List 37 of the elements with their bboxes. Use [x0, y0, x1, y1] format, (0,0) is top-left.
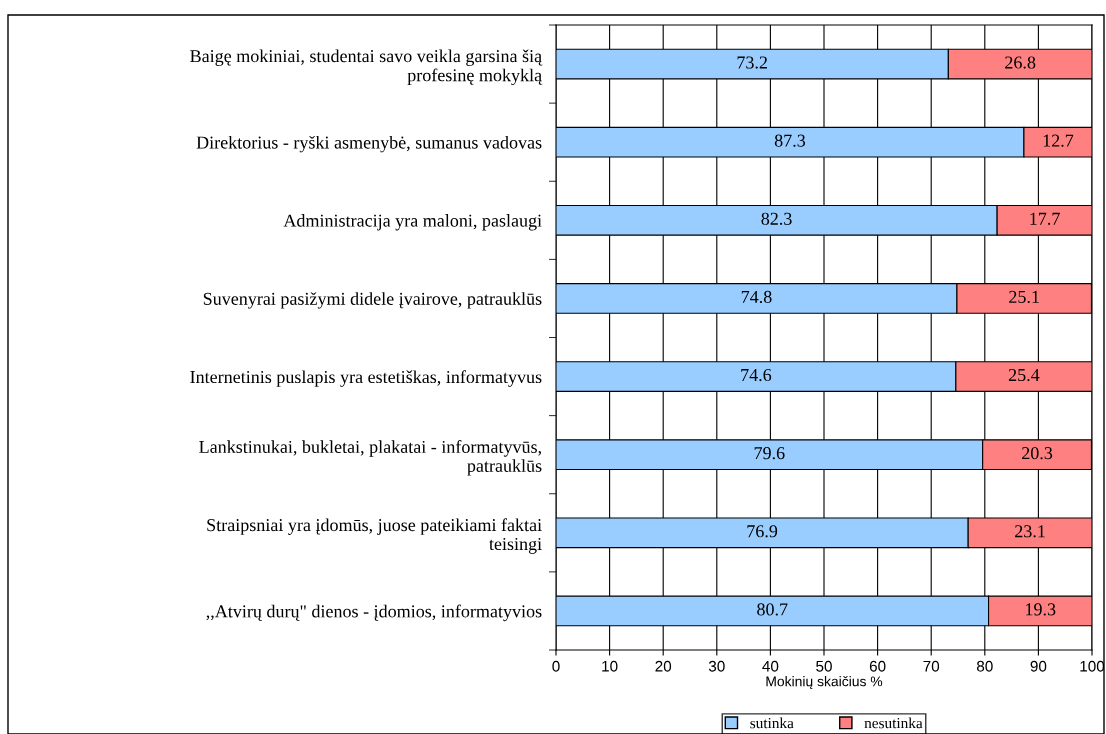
x-tick-label: 50 [816, 660, 832, 672]
legend-label: sutinka [750, 717, 794, 729]
x-tick-label: 60 [869, 660, 886, 672]
x-tick-label: 70 [923, 660, 940, 672]
x-tick-label: 10 [602, 660, 618, 672]
y-tick-label: ,,Atvirų durų" dienos - įdomios, informatyvios [206, 604, 542, 622]
data-label: 17.7 [1030, 212, 1060, 225]
data-label: 79.6 [754, 447, 785, 460]
data-label: 19.3 [1026, 603, 1056, 616]
y-tick-label: Suvenyrai pasižymi didele įvairove, patrauklūs [203, 292, 542, 309]
data-label: 20.3 [1022, 447, 1053, 460]
x-tick-label: 80 [976, 660, 993, 672]
data-label: 80.7 [757, 603, 788, 616]
x-tick-label: 0 [552, 660, 560, 672]
x-tick-label: 30 [708, 660, 725, 672]
data-label: 74.6 [741, 368, 772, 382]
data-label: 23.1 [1015, 525, 1045, 538]
legend-label: nesutinka [864, 717, 923, 729]
y-tick-label: Internetinis puslapis yra estetiškas, informatyvus [190, 370, 542, 387]
x-axis-title: Mokinių skaičius % [766, 676, 883, 690]
data-label: 74.8 [741, 290, 772, 304]
x-tick-label: 40 [762, 660, 779, 672]
y-tick-label: Administracija yra maloni, paslaugi [283, 214, 542, 231]
data-label: 25.4 [1008, 368, 1040, 382]
data-label: 73.2 [737, 56, 767, 69]
y-tick-label: Lankstinukai, bukletai, plakatai - informatyvūs, patrauklūs [199, 440, 542, 476]
data-label: 26.8 [1005, 56, 1036, 69]
data-label: 12.7 [1043, 134, 1074, 147]
y-tick-label: Direktorius - ryški asmenybė, sumanus vadovas [196, 135, 542, 153]
data-label: 82.3 [761, 212, 792, 225]
y-tick-label: Baigę mokiniai, studentai savo veikla garsina šią profesinę mokyklą [190, 49, 543, 86]
x-tick-label: 90 [1030, 660, 1047, 672]
x-tick-label: 20 [655, 660, 672, 672]
data-label: 25.1 [1009, 290, 1039, 304]
y-tick-label: Straipsniai yra įdomūs, juose pateikiami faktai teisingi [207, 518, 542, 554]
data-label: 87.3 [774, 134, 806, 147]
data-label: 76.9 [747, 525, 778, 538]
